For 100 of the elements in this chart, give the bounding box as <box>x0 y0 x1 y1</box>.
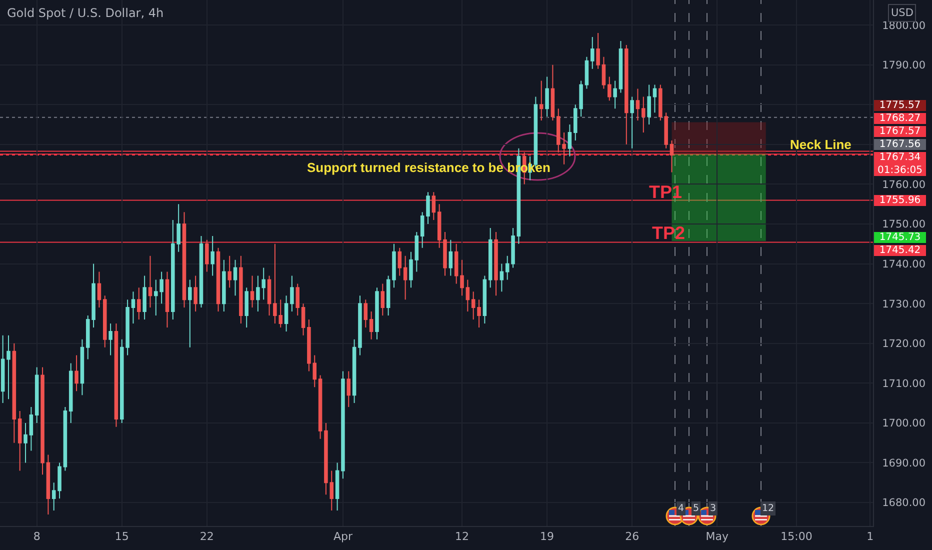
candlestick <box>409 251 413 288</box>
candlestick <box>364 299 368 328</box>
annotation: 3 <box>710 503 716 514</box>
candlestick <box>228 255 232 288</box>
candlestick <box>267 275 272 316</box>
candlestick <box>284 295 288 332</box>
x-tick-label: 12 <box>455 530 470 544</box>
candlestick <box>352 338 356 404</box>
candlestick <box>244 287 248 328</box>
candlestick <box>392 243 396 288</box>
candlestick <box>550 64 555 122</box>
candlestick <box>222 259 226 312</box>
candlestick <box>40 366 44 476</box>
y-tick-label: 1740.00 <box>882 258 926 270</box>
candlestick <box>670 140 674 173</box>
candlestick <box>613 80 617 110</box>
candlestick <box>539 80 544 122</box>
candlestick <box>460 259 464 296</box>
candlestick <box>443 231 447 276</box>
candlestick <box>608 76 612 102</box>
candlestick <box>602 56 606 90</box>
candlestick <box>618 40 623 94</box>
candlestick <box>296 283 300 316</box>
y-tick-label: 1760.00 <box>882 178 926 191</box>
candlestick <box>471 291 476 320</box>
candlestick <box>0 334 5 404</box>
candlestick <box>494 231 498 296</box>
candlestick <box>58 462 62 500</box>
x-tick-label: 15 <box>114 530 129 544</box>
candlestick <box>318 374 322 440</box>
annotation: TP1 <box>649 182 682 202</box>
candlestick <box>420 212 424 248</box>
candlestick <box>398 247 402 276</box>
candlestick <box>386 275 390 316</box>
annotation: Neck Line <box>790 137 852 152</box>
x-tick-label: 22 <box>200 530 214 544</box>
candlestick <box>165 271 170 328</box>
candlestick <box>188 279 192 348</box>
candlestick <box>102 295 107 348</box>
y-tick-label: 1700.00 <box>882 418 926 430</box>
candlestick <box>148 255 152 308</box>
candlestick <box>624 44 628 145</box>
candlestick <box>18 410 22 472</box>
candlestick <box>29 406 34 452</box>
y-axis-title: USD <box>891 7 914 19</box>
x-tick-label: Apr <box>333 530 353 544</box>
candlestick <box>137 287 141 320</box>
candlestick <box>454 243 458 284</box>
candlestick <box>358 295 362 356</box>
x-tick-label: 26 <box>625 530 640 544</box>
candlestick <box>584 56 589 90</box>
candlestick <box>68 362 73 424</box>
x-tick-label: 19 <box>540 530 554 544</box>
text: 1767.56 <box>879 139 921 150</box>
candlestick <box>380 283 385 316</box>
x-tick-label: 1 <box>866 530 874 544</box>
candlestick <box>448 239 453 276</box>
candlestick <box>596 32 600 70</box>
candlestick <box>233 259 238 296</box>
annotation: 4 <box>678 503 684 514</box>
candlestick <box>652 84 657 114</box>
candlestick <box>642 96 646 133</box>
candlestick <box>205 239 209 272</box>
candlestick <box>12 342 16 444</box>
x-tick-label: 8 <box>33 530 40 544</box>
candlestick <box>477 299 481 328</box>
candlestick <box>335 462 340 511</box>
x-tick-label: 15:00 <box>780 530 812 544</box>
annotation: 5 <box>693 503 700 514</box>
candlestick <box>426 192 430 225</box>
x-tick-label: May <box>706 530 729 544</box>
ref-line-label: 1745.42 <box>879 245 921 256</box>
candlestick <box>131 291 136 324</box>
candlestick <box>636 88 640 122</box>
candlestick <box>194 275 198 312</box>
y-tick-label: 1720.00 <box>882 338 926 350</box>
candlestick <box>630 96 634 149</box>
candlestick <box>108 322 112 356</box>
ref-line-label: 1755.96 <box>879 195 921 206</box>
y-tick-label: 1710.00 <box>882 378 926 390</box>
candlestick <box>403 255 408 300</box>
candlestick <box>142 275 146 320</box>
text: 1775.57 <box>879 100 921 111</box>
candlestick <box>488 227 492 288</box>
candlestick <box>375 287 379 340</box>
ref-line-label: 1768.27 <box>879 113 921 124</box>
y-tick-label: 1690.00 <box>882 457 926 470</box>
candlestick <box>346 370 351 408</box>
y-tick-label: 1790.00 <box>882 60 926 72</box>
annotation: 12 <box>762 503 774 514</box>
candlestick <box>568 124 572 157</box>
candlestick <box>545 76 549 118</box>
candlestick <box>182 212 186 308</box>
candlestick <box>97 271 102 308</box>
ref-line-label: 1767.57 <box>879 126 921 137</box>
candlestick <box>250 275 254 308</box>
candlestick <box>80 338 84 396</box>
y-tick-label: 1750.00 <box>882 218 926 231</box>
candlestick <box>466 279 470 312</box>
y-tick-label: 1730.00 <box>882 298 926 310</box>
